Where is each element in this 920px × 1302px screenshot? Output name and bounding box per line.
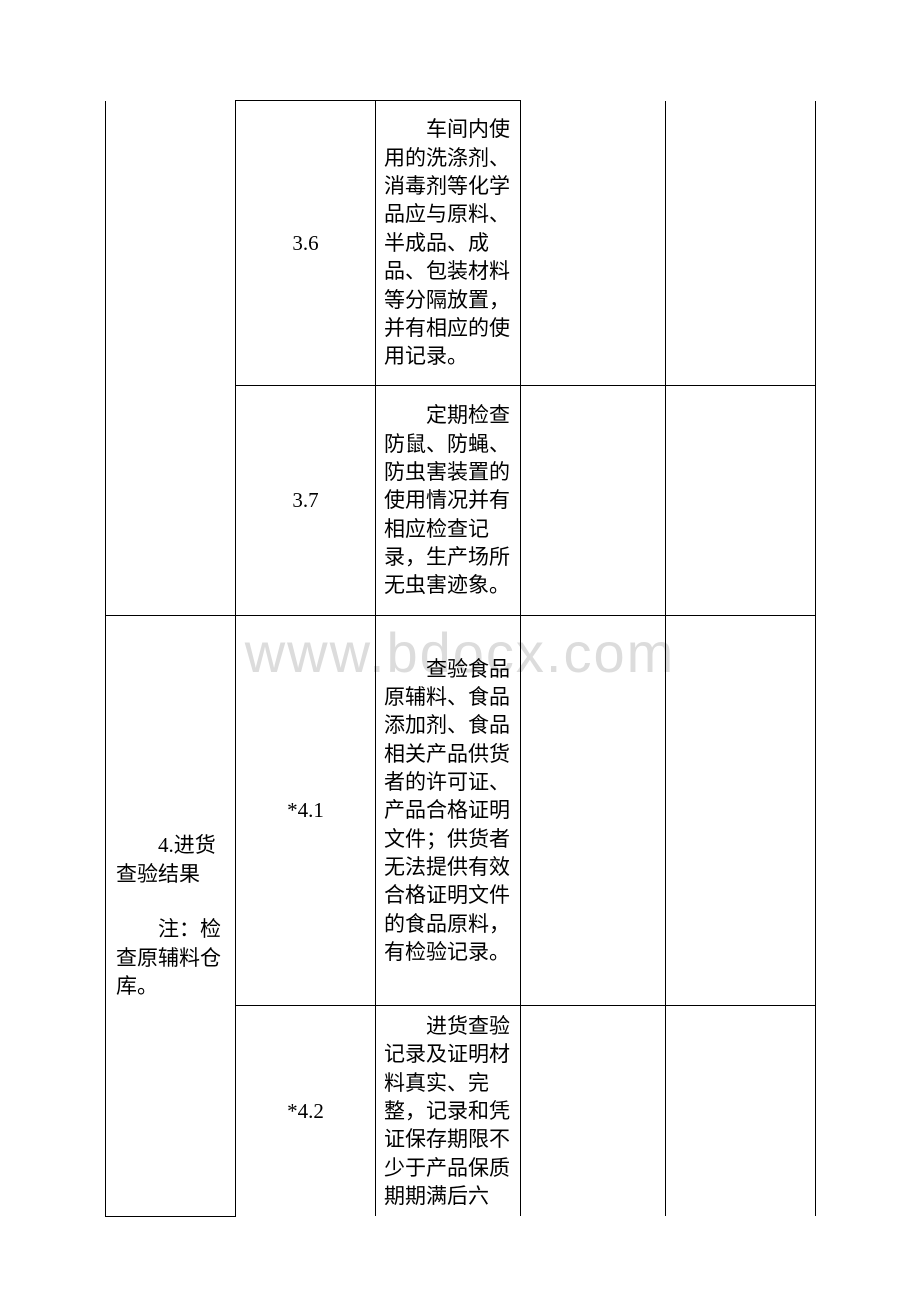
item-number: *4.2 xyxy=(236,1006,376,1217)
table-row: 4.进货查验结果 注：检查原辅料仓库。 *4.1 查验食品原辅料、食品添加剂、食… xyxy=(106,616,816,1006)
blank-cell xyxy=(666,616,816,1006)
category-note: 注：检查原辅料仓库。 xyxy=(116,915,225,1000)
blank-cell xyxy=(521,101,666,386)
category-title: 4.进货查验结果 xyxy=(116,831,225,888)
table-row: 3.6 车间内使用的洗涤剂、消毒剂等化学品应与原料、半成品、成品、包装材料等分隔… xyxy=(106,101,816,386)
category-cell-continued xyxy=(106,101,236,616)
blank-cell xyxy=(521,386,666,616)
item-number: 3.6 xyxy=(236,101,376,386)
blank-cell xyxy=(666,1006,816,1217)
item-description: 进货查验记录及证明材料真实、完整，记录和凭证保存期限不少于产品保质期期满后六 xyxy=(376,1006,521,1217)
blank-cell xyxy=(666,386,816,616)
item-number: *4.1 xyxy=(236,616,376,1006)
inspection-table: 3.6 车间内使用的洗涤剂、消毒剂等化学品应与原料、半成品、成品、包装材料等分隔… xyxy=(105,100,816,1217)
item-description: 车间内使用的洗涤剂、消毒剂等化学品应与原料、半成品、成品、包装材料等分隔放置，并… xyxy=(376,101,521,386)
blank-cell xyxy=(521,616,666,1006)
blank-cell xyxy=(666,101,816,386)
item-number: 3.7 xyxy=(236,386,376,616)
item-description: 定期检查防鼠、防蝇、防虫害装置的使用情况并有相应检查记录，生产场所无虫害迹象。 xyxy=(376,386,521,616)
item-description: 查验食品原辅料、食品添加剂、食品相关产品供货者的许可证、产品合格证明文件；供货者… xyxy=(376,616,521,1006)
category-cell: 4.进货查验结果 注：检查原辅料仓库。 xyxy=(106,616,236,1217)
blank-cell xyxy=(521,1006,666,1217)
